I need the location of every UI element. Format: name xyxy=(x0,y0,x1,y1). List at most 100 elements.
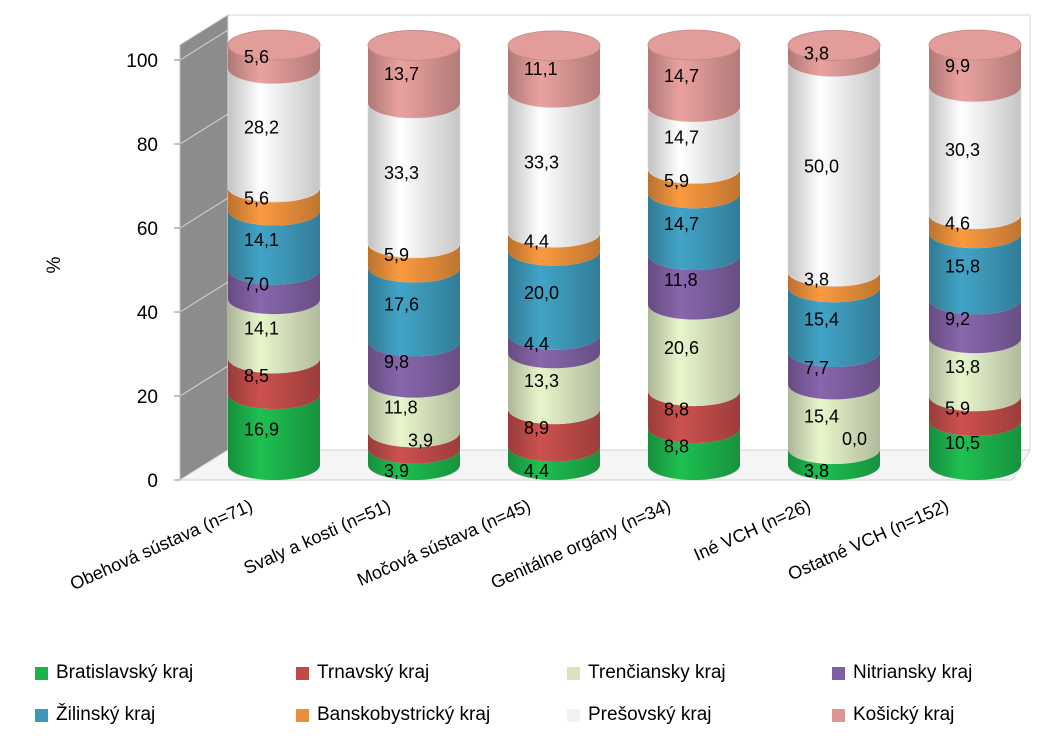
bars xyxy=(227,29,1022,480)
y-tick-label: 80 xyxy=(137,135,158,156)
data-label: 33,3 xyxy=(384,163,419,183)
data-label: 4,4 xyxy=(524,232,549,252)
data-label: 28,2 xyxy=(244,118,279,138)
data-label: 4,6 xyxy=(945,214,970,234)
y-tick-label: 40 xyxy=(137,303,158,324)
category-label: Obehová sústava (n=71) xyxy=(67,495,256,594)
y-tick-label: 20 xyxy=(137,387,158,408)
data-label: 4,4 xyxy=(524,334,549,354)
bar-segment xyxy=(929,299,1021,354)
bar-segment xyxy=(508,409,600,462)
y-axis: 0 20 40 60 80 100 xyxy=(126,45,181,492)
bar-segment xyxy=(788,384,880,465)
data-label: 11,1 xyxy=(524,59,558,79)
data-label: 14,1 xyxy=(244,319,279,339)
data-label: 5,9 xyxy=(384,245,409,265)
data-label: 14,7 xyxy=(664,128,699,148)
bar-top-cap xyxy=(507,30,601,62)
bar-segment xyxy=(508,250,600,350)
bar-segment xyxy=(368,432,460,464)
data-label: 9,8 xyxy=(384,352,409,372)
data-label: 5,9 xyxy=(945,399,970,419)
data-label: 50,0 xyxy=(804,156,839,176)
data-label: 15,8 xyxy=(945,256,980,276)
data-labels: 16,9 8,5 14,1 7,0 14,1 5,6 28,2 5,6 3,9 3,9 11,8 9,… xyxy=(244,43,980,481)
bar-segment xyxy=(508,45,600,108)
bar-segment xyxy=(788,449,880,480)
data-label: 13,8 xyxy=(945,357,980,377)
bar-segment xyxy=(368,448,460,480)
data-label: 15,4 xyxy=(804,407,839,427)
data-label: 13,7 xyxy=(384,64,419,84)
bar-segment xyxy=(788,352,880,400)
bar-segment xyxy=(368,382,460,448)
bar-segment xyxy=(228,358,320,410)
data-label: 7,0 xyxy=(244,274,269,294)
bar-segment xyxy=(788,287,880,368)
gridline-diagonal xyxy=(179,29,229,61)
data-label: 13,3 xyxy=(524,371,559,391)
side-wall xyxy=(179,14,229,481)
data-label: 11,8 xyxy=(384,397,418,417)
data-label: 17,6 xyxy=(384,295,419,315)
data-label: 3,8 xyxy=(804,461,829,481)
bar-segment xyxy=(228,45,320,84)
bar-top-cap xyxy=(787,30,881,61)
bar-segment xyxy=(508,446,600,480)
bar-segment xyxy=(368,242,460,283)
data-label: 9,9 xyxy=(945,56,970,76)
bar-segment xyxy=(648,193,740,270)
bar-segment xyxy=(508,353,600,425)
bar-segment xyxy=(788,271,880,303)
data-label: 3,9 xyxy=(384,461,409,481)
gridline-diagonal xyxy=(179,113,229,145)
bar-segment xyxy=(368,45,460,118)
bar-segment xyxy=(648,428,740,480)
bar-segment xyxy=(648,304,740,407)
bar-segment xyxy=(788,45,880,77)
data-label: 15,4 xyxy=(804,310,839,330)
data-label: 14,1 xyxy=(244,230,279,250)
data-label: 4,4 xyxy=(524,461,549,481)
data-label: 8,8 xyxy=(664,400,689,420)
data-label: 5,6 xyxy=(244,189,269,209)
x-axis-categories: Obehová sústava (n=71)Svaly a kosti (n=5… xyxy=(67,495,952,594)
data-label: 9,2 xyxy=(945,309,970,329)
bar-segment xyxy=(929,213,1021,249)
data-label: 0,0 xyxy=(842,429,867,449)
bar-segment xyxy=(929,45,1021,102)
bar-segment xyxy=(929,396,1021,436)
bar-segment xyxy=(648,255,740,320)
bar-segment xyxy=(228,269,320,315)
data-label: 14,7 xyxy=(664,214,699,234)
back-wall xyxy=(227,14,1031,451)
gridline-diagonal xyxy=(179,197,229,229)
data-label: 20,0 xyxy=(524,283,559,303)
gridline-diagonal xyxy=(179,365,229,397)
data-label: 7,7 xyxy=(804,358,829,378)
data-label: 20,6 xyxy=(664,338,699,358)
gridline-diagonal xyxy=(179,281,229,313)
data-label: 5,9 xyxy=(664,171,689,191)
bar-segment xyxy=(228,299,320,374)
bar-segment xyxy=(929,338,1021,412)
bar-top-cap xyxy=(227,29,321,61)
bar-segment xyxy=(508,334,600,369)
bar-segment xyxy=(929,420,1021,480)
bar-segment xyxy=(929,233,1021,315)
data-label: 3,8 xyxy=(804,43,829,63)
y-tick-label: 60 xyxy=(137,219,158,240)
data-label: 16,9 xyxy=(244,420,279,440)
category-label: Iné VCH (n=26) xyxy=(691,495,814,564)
data-label: 8,9 xyxy=(524,418,549,438)
bar-top-cap xyxy=(928,29,1022,61)
data-label: 3,8 xyxy=(804,269,829,289)
bar-segment xyxy=(228,210,320,285)
y-tick-label: 100 xyxy=(126,51,158,72)
bar-segment xyxy=(648,45,740,122)
data-label: 30,3 xyxy=(945,140,980,160)
data-label: 33,3 xyxy=(524,152,559,172)
bar-segment xyxy=(228,186,320,226)
bar-top-cap xyxy=(647,29,741,61)
